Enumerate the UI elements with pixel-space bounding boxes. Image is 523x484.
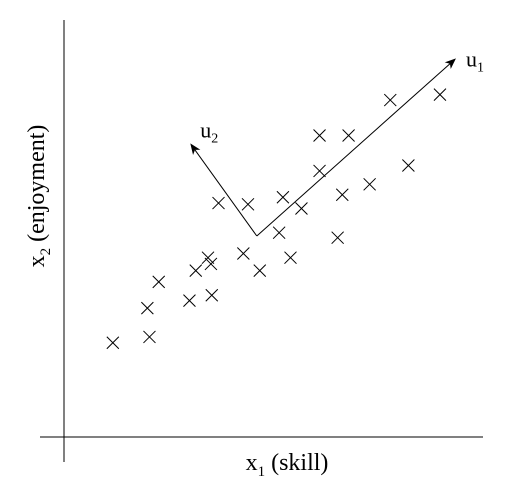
- vector-u2-line: [194, 149, 258, 237]
- data-point: [295, 202, 308, 215]
- data-point: [363, 177, 376, 191]
- data-point: [205, 288, 219, 302]
- x-axis-label-base: x: [246, 450, 258, 476]
- vector-u2-label-base: u: [200, 117, 211, 142]
- data-point: [335, 188, 349, 202]
- vector-u1: u1: [256, 46, 484, 237]
- vector-u1-label-sub: 1: [477, 60, 484, 75]
- vector-u1-line: [256, 63, 451, 237]
- x-axis-label-text: (skill): [265, 450, 328, 476]
- y-axis-label: x2 (enjoyment): [24, 125, 54, 268]
- data-point: [276, 190, 290, 204]
- data-point: [204, 257, 218, 271]
- data-point: [106, 336, 120, 350]
- vector-u2-label: u2: [200, 117, 218, 146]
- data-point: [141, 301, 154, 315]
- x-axis-label-sub: 1: [258, 464, 266, 480]
- vector-u2: u2: [190, 117, 258, 237]
- data-point: [241, 197, 255, 211]
- vector-u2-arrowhead: [190, 143, 201, 155]
- vector-u2-label-sub: 2: [211, 131, 218, 146]
- data-point: [331, 231, 345, 245]
- data-point: [143, 330, 156, 344]
- x-axis-label: x1 (skill): [246, 450, 329, 480]
- data-points: [106, 88, 447, 350]
- data-point: [284, 251, 297, 265]
- data-point: [433, 88, 447, 101]
- data-point: [183, 294, 196, 307]
- vector-u1-arrowhead: [444, 58, 456, 70]
- data-point: [383, 93, 397, 107]
- data-point: [402, 159, 415, 172]
- vector-u1-label: u1: [466, 46, 484, 75]
- data-point: [313, 129, 326, 142]
- vector-u1-label-base: u: [466, 46, 477, 71]
- data-point: [236, 247, 250, 260]
- data-point: [201, 251, 215, 265]
- y-axis-label-sub: 2: [38, 248, 54, 256]
- data-point: [212, 196, 225, 210]
- data-point: [152, 275, 166, 289]
- y-axis-label-base: x: [24, 255, 50, 267]
- y-axis-label-text: (enjoyment): [24, 125, 50, 248]
- data-point: [272, 226, 286, 240]
- data-point: [253, 264, 267, 277]
- data-point: [342, 129, 355, 142]
- data-point: [189, 264, 203, 277]
- data-point: [313, 164, 326, 178]
